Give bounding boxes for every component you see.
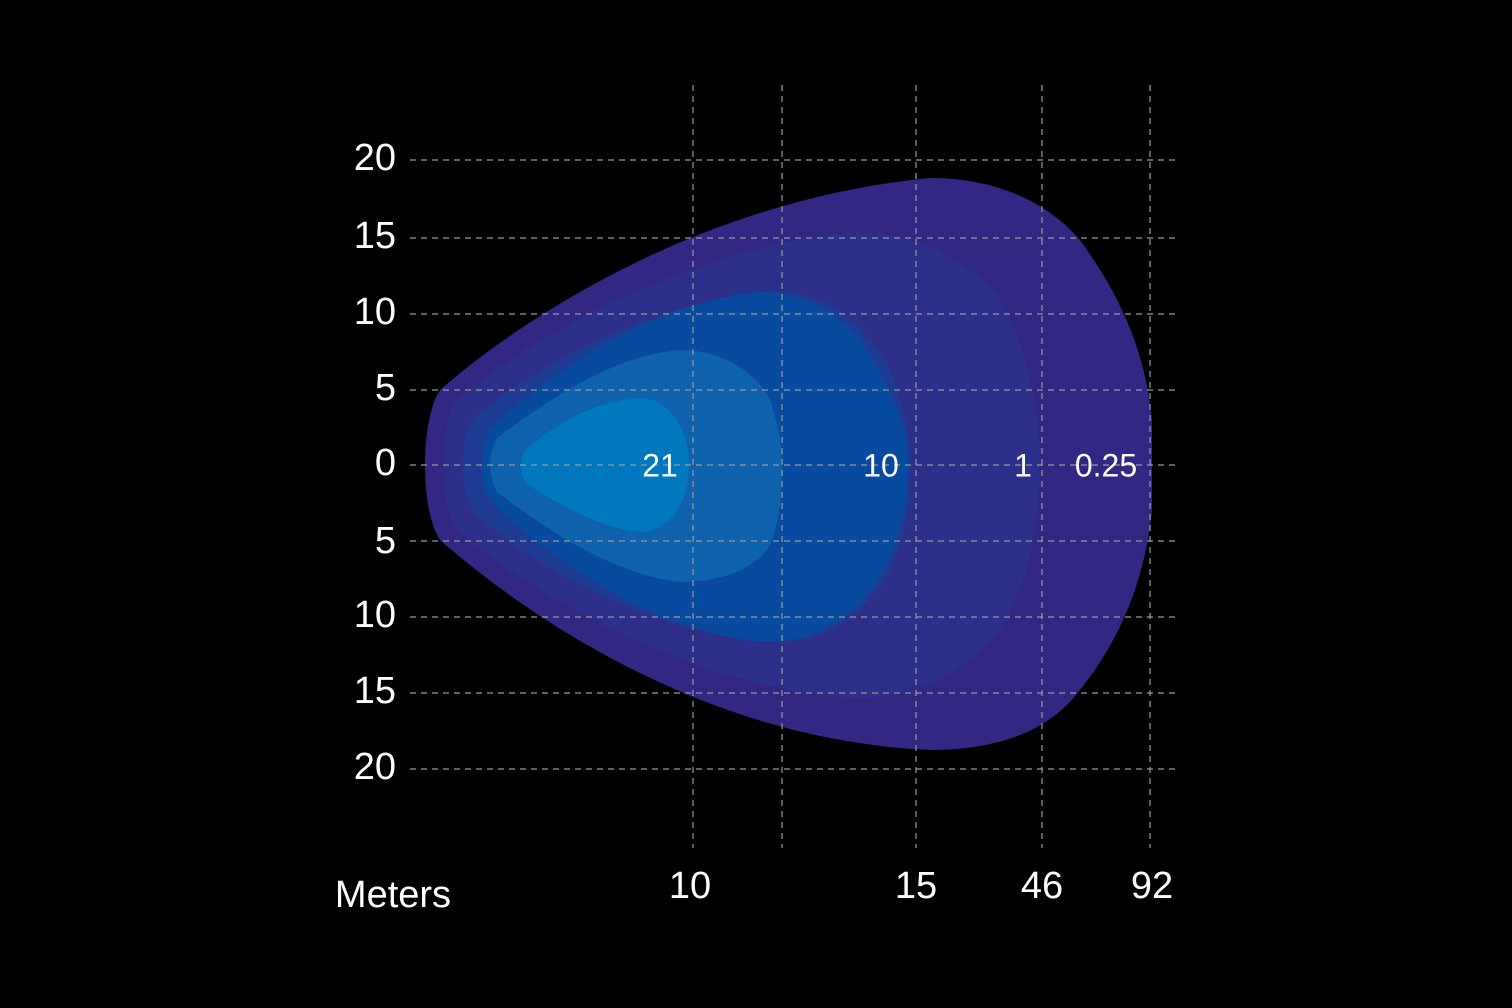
y-label: 20: [354, 746, 396, 788]
y-label: 15: [354, 670, 396, 712]
y-label: 20: [354, 137, 396, 179]
contour-label: 0.25: [1075, 447, 1137, 483]
contour-21: [520, 398, 689, 532]
y-label: 0: [375, 442, 396, 484]
y-label: 5: [375, 367, 396, 409]
y-label: 5: [375, 520, 396, 562]
x-label: 10: [669, 865, 711, 907]
contour-label: 21: [642, 447, 678, 483]
y-label: 10: [354, 594, 396, 636]
x-label: 92: [1131, 865, 1173, 907]
beam-contours: [425, 178, 1152, 750]
x-label: 46: [1021, 865, 1063, 907]
x-label: 15: [895, 865, 937, 907]
grid: [410, 85, 1180, 848]
y-label: 15: [354, 215, 396, 257]
contour-label: 10: [863, 447, 899, 483]
contour-label: 1: [1014, 447, 1032, 483]
x-axis-title: Meters: [335, 874, 451, 916]
y-label: 10: [354, 291, 396, 333]
